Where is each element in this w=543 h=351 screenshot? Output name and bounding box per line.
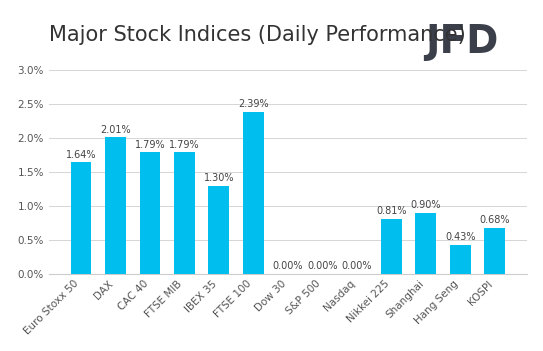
Text: 0.68%: 0.68% (479, 215, 510, 225)
Bar (381, 219, 402, 274)
Text: Major Stock Indices (Daily Performance): Major Stock Indices (Daily Performance) (49, 25, 465, 45)
Text: 1.79%: 1.79% (135, 140, 165, 150)
Text: 1.79%: 1.79% (169, 140, 200, 150)
Bar (484, 228, 505, 274)
Text: 1.30%: 1.30% (204, 173, 234, 183)
Text: 0.00%: 0.00% (307, 261, 338, 271)
Bar (174, 152, 195, 274)
Text: 2.39%: 2.39% (238, 99, 269, 109)
Text: 2.01%: 2.01% (100, 125, 131, 135)
Bar (450, 245, 471, 274)
Text: 1.64%: 1.64% (66, 150, 96, 160)
Bar (71, 163, 91, 274)
Bar (105, 137, 126, 274)
Text: 0.81%: 0.81% (376, 206, 407, 216)
Bar (209, 186, 229, 274)
Text: 0.00%: 0.00% (273, 261, 303, 271)
Text: JFD: JFD (425, 23, 498, 61)
Bar (243, 112, 264, 274)
Text: 0.00%: 0.00% (342, 261, 372, 271)
Text: 0.90%: 0.90% (411, 200, 441, 210)
Text: 0.43%: 0.43% (445, 232, 476, 242)
Bar (415, 213, 436, 274)
Bar (140, 152, 160, 274)
